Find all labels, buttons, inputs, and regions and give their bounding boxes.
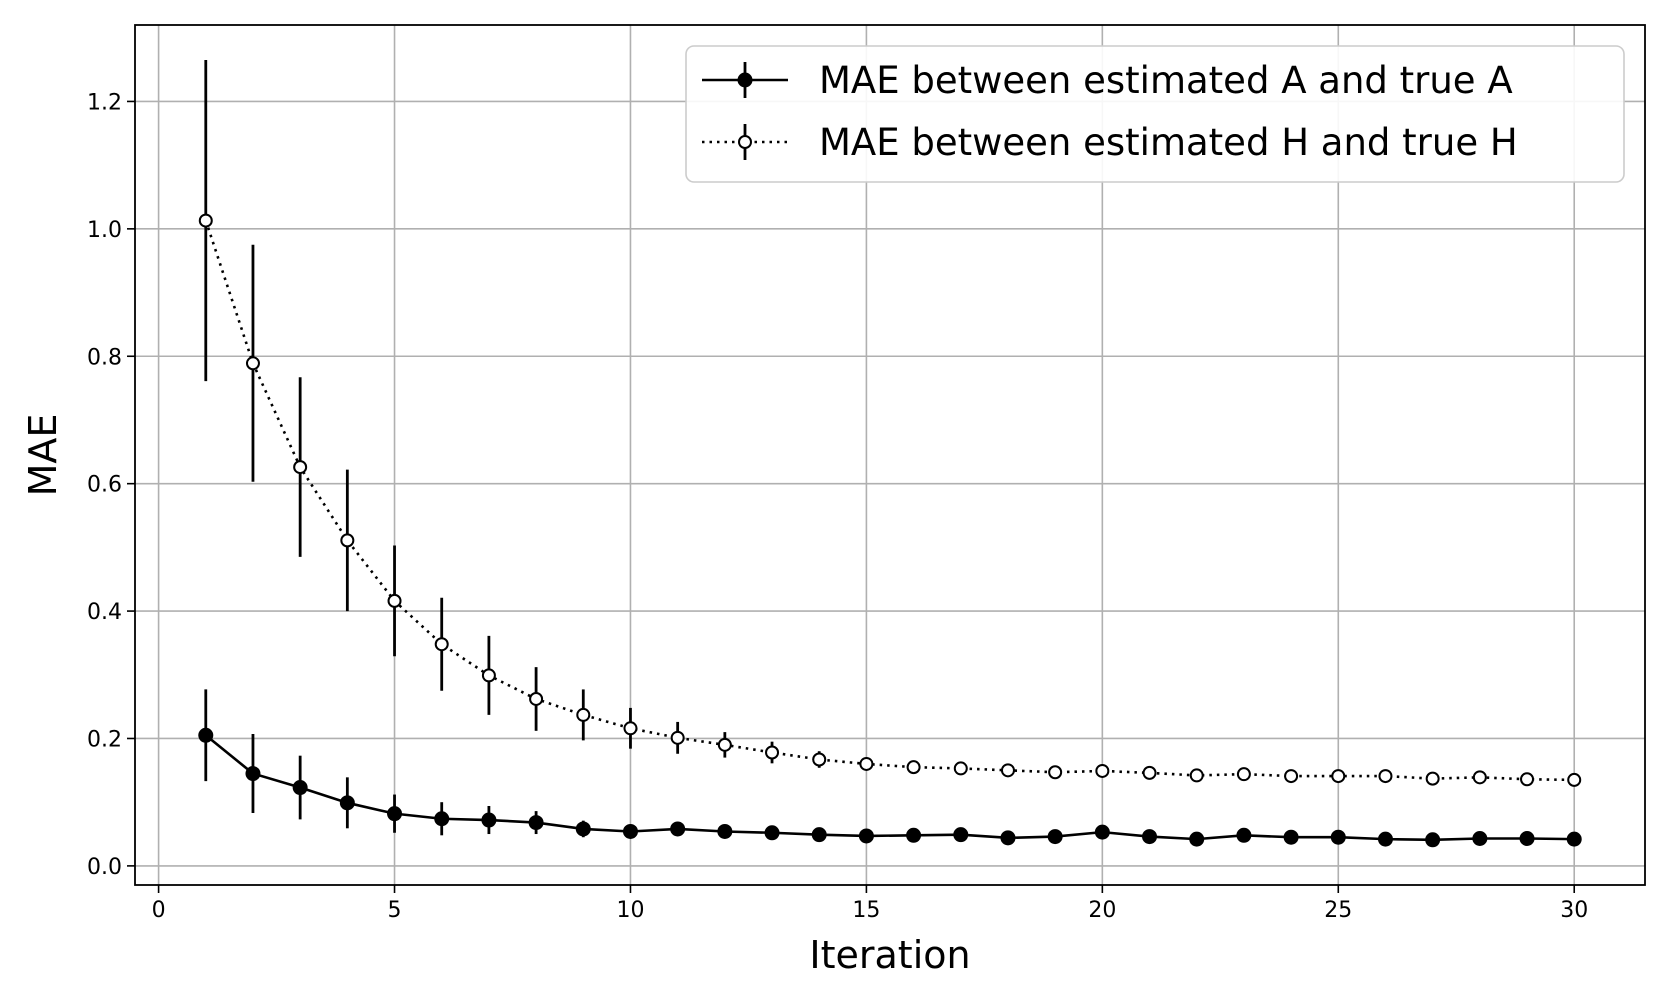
legend-label: MAE between estimated H and true H (819, 121, 1518, 164)
data-point (387, 593, 402, 608)
data-point (764, 825, 780, 841)
data-point (198, 727, 214, 743)
data-point (811, 827, 827, 843)
y-tick-label: 0.2 (87, 727, 122, 752)
series-line (204, 734, 1575, 842)
data-point (1000, 830, 1016, 846)
data-point (623, 721, 638, 736)
data-point (1189, 831, 1205, 847)
axis-ticks: 0 5 10 15 20 25 30 0.0 0.2 0.4 0.6 0.8 1.0 1.2 (87, 90, 1588, 923)
data-point (1378, 769, 1393, 784)
series-layer (198, 60, 1582, 848)
legend-marker (737, 72, 753, 88)
data-point (765, 745, 780, 760)
legend-label: MAE between estimated A and true A (819, 59, 1513, 102)
data-point (1236, 827, 1252, 843)
data-point (245, 766, 261, 782)
data-point (1047, 829, 1063, 845)
data-point (1472, 770, 1487, 785)
series-2 (198, 60, 1582, 787)
x-tick-label: 5 (388, 898, 402, 923)
data-point (387, 806, 403, 822)
data-point (622, 823, 638, 839)
data-point (1330, 829, 1346, 845)
data-point (717, 737, 732, 752)
data-point (1425, 832, 1441, 848)
data-point (906, 760, 921, 775)
y-tick-label: 0.4 (87, 600, 122, 625)
plot-frame (134, 24, 1646, 886)
data-point (481, 812, 497, 828)
legend: MAE between estimated A and true A MAE be… (685, 45, 1625, 183)
data-point (292, 780, 308, 796)
data-point (1283, 829, 1299, 845)
data-point (1095, 763, 1110, 778)
data-point (1472, 830, 1488, 846)
data-point (1519, 830, 1535, 846)
data-point (953, 761, 968, 776)
data-point (858, 828, 874, 844)
data-point (1142, 765, 1157, 780)
y-tick-label: 0.6 (87, 473, 122, 498)
legend-box (685, 45, 1625, 183)
data-point (1520, 772, 1535, 787)
data-point (812, 752, 827, 767)
data-point (293, 460, 308, 475)
data-point (434, 637, 449, 652)
data-point (529, 691, 544, 706)
data-point (1284, 769, 1299, 784)
data-point (670, 730, 685, 745)
data-point (906, 827, 922, 843)
y-axis-title: MAE (21, 414, 65, 497)
legend-marker (738, 135, 752, 149)
y-tick-label: 0.0 (87, 855, 122, 880)
data-point (245, 356, 260, 371)
data-point (1048, 765, 1063, 780)
data-point (953, 827, 969, 843)
data-point (198, 213, 213, 228)
data-point (1236, 767, 1251, 782)
x-tick-label: 20 (1088, 898, 1116, 923)
data-point (717, 823, 733, 839)
data-point (340, 533, 355, 548)
x-tick-label: 0 (152, 898, 166, 923)
data-point (339, 795, 355, 811)
x-tick-label: 25 (1324, 898, 1352, 923)
data-point (670, 821, 686, 837)
data-point (1094, 824, 1110, 840)
series-line (204, 220, 1575, 782)
data-point (1189, 768, 1204, 783)
x-tick-label: 30 (1560, 898, 1588, 923)
data-point (859, 756, 874, 771)
data-point (1000, 763, 1015, 778)
data-point (528, 815, 544, 831)
y-tick-label: 1.2 (87, 90, 122, 115)
data-point (1377, 831, 1393, 847)
x-tick-label: 10 (616, 898, 644, 923)
data-point (434, 811, 450, 827)
data-point (1566, 831, 1582, 847)
legend-entry-1: MAE between estimated A and true A (702, 59, 1513, 102)
series-1 (198, 689, 1582, 848)
data-point (1331, 769, 1346, 784)
y-tick-label: 0.8 (87, 345, 122, 370)
data-point (481, 668, 496, 683)
data-point (1567, 772, 1582, 787)
data-point (575, 821, 591, 837)
x-tick-label: 15 (852, 898, 880, 923)
data-point (1142, 829, 1158, 845)
y-tick-label: 1.0 (87, 218, 122, 243)
data-point (576, 707, 591, 722)
legend-entry-2: MAE between estimated H and true H (702, 121, 1518, 164)
data-point (1425, 771, 1440, 786)
x-axis-title: Iteration (809, 933, 970, 977)
